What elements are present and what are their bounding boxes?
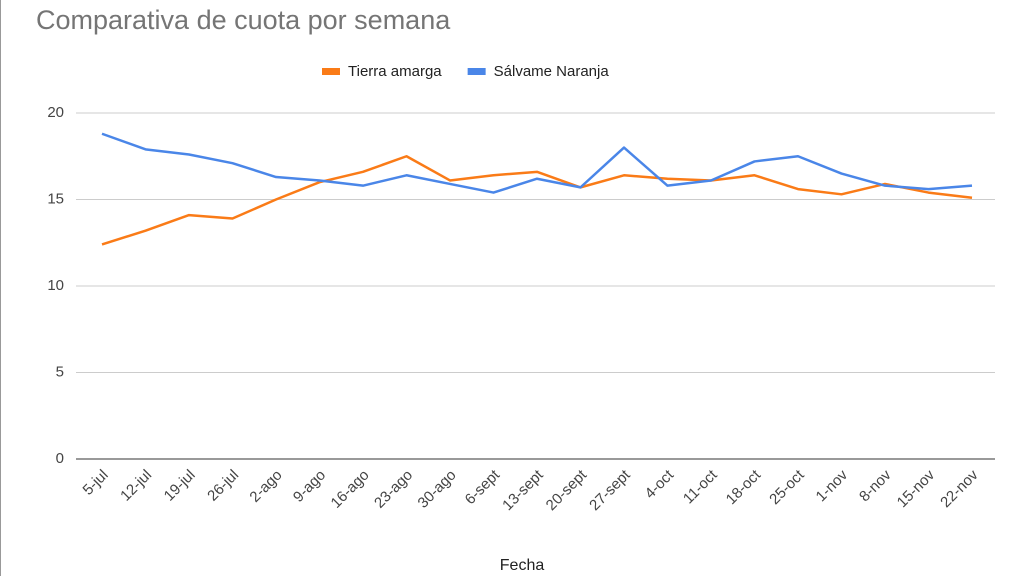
x-tick-label: 22-nov xyxy=(937,466,982,511)
x-tick-label: 26-jul xyxy=(204,467,242,505)
chart-title: Comparativa de cuota por semana xyxy=(36,5,451,35)
y-tick-label: 0 xyxy=(56,450,64,467)
legend-label: Sálvame Naranja xyxy=(494,63,610,80)
x-tick-label: 2-ago xyxy=(246,467,285,506)
legend: Tierra amarga Sálvame Naranja xyxy=(322,63,609,80)
x-tick-label: 18-oct xyxy=(723,466,765,508)
legend-swatch xyxy=(467,68,486,75)
series-line xyxy=(101,155,973,246)
y-tick-label: 10 xyxy=(47,277,64,294)
legend-label: Tierra amarga xyxy=(348,63,442,80)
x-tick-label: 23-ago xyxy=(371,467,416,512)
x-tick-label: 12-jul xyxy=(117,467,155,505)
x-tick-label: 20-sept xyxy=(543,466,591,514)
x-tick-label: 30-ago xyxy=(415,467,460,512)
x-tick-label: 8-nov xyxy=(856,466,895,505)
legend-swatch xyxy=(322,68,340,75)
x-tick-label: 15-nov xyxy=(894,466,939,511)
y-tick-label: 5 xyxy=(56,363,64,380)
x-tick-label: 25-oct xyxy=(766,466,808,508)
x-axis-title: Fecha xyxy=(500,557,545,574)
x-tick-label: 1-nov xyxy=(813,466,852,505)
x-tick-label: 13-sept xyxy=(499,466,547,514)
x-tick-label: 19-jul xyxy=(161,467,199,505)
x-tick-label: 5-jul xyxy=(80,467,112,499)
y-tick-label: 15 xyxy=(47,190,64,207)
x-tick-label: 4-oct xyxy=(642,466,678,502)
y-tick-label: 20 xyxy=(47,104,64,121)
x-tick-label: 27-sept xyxy=(586,466,634,514)
x-tick-label: 9-ago xyxy=(290,467,329,506)
x-tick-label: 16-ago xyxy=(328,467,373,512)
series-line xyxy=(101,132,973,194)
x-tick-label: 6-sept xyxy=(462,466,504,508)
x-tick-label: 11-oct xyxy=(680,466,721,507)
